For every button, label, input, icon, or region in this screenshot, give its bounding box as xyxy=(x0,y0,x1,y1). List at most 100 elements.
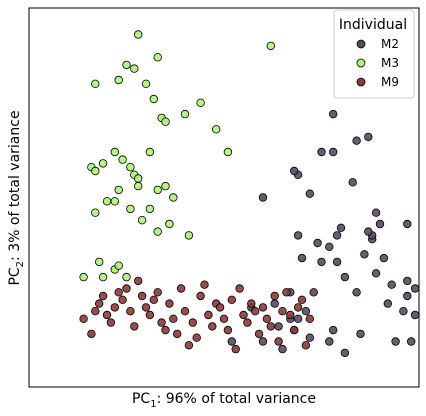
point-m2-29 xyxy=(352,136,361,145)
point-m2-39 xyxy=(391,337,400,346)
point-m9-47 xyxy=(266,322,275,331)
point-m3-20 xyxy=(145,147,155,157)
y-axis-label-main: PC xyxy=(7,267,23,285)
point-m2-26 xyxy=(360,250,369,259)
point-m3-16 xyxy=(110,147,119,157)
legend-marker-m9 xyxy=(356,77,366,87)
point-m9-27 xyxy=(188,318,197,327)
legend-label-m2: M2 xyxy=(381,37,399,51)
point-m9-23 xyxy=(172,329,182,339)
point-m3-36 xyxy=(122,272,131,282)
point-m9-37 xyxy=(227,295,236,304)
point-m2-43 xyxy=(410,284,420,293)
point-m3-24 xyxy=(126,204,135,214)
point-m3-15 xyxy=(91,166,100,176)
point-m9-45 xyxy=(258,303,268,312)
point-m9-28 xyxy=(192,333,201,342)
point-m2-49 xyxy=(325,242,334,251)
point-m2-50 xyxy=(364,227,373,236)
point-m3-8 xyxy=(161,117,170,126)
point-m9-51 xyxy=(282,288,291,297)
point-m2-24 xyxy=(340,348,350,358)
point-m9-21 xyxy=(165,299,174,308)
point-m2-34 xyxy=(371,269,381,278)
point-m9-42 xyxy=(247,299,256,308)
data-points xyxy=(79,30,420,358)
point-m2-18 xyxy=(317,147,326,157)
point-m2-51 xyxy=(329,325,338,335)
point-m3-40 xyxy=(266,41,275,51)
point-m3-21 xyxy=(153,185,162,195)
point-m3-43 xyxy=(133,181,143,191)
point-m3-39 xyxy=(184,231,194,240)
point-m2-22 xyxy=(340,272,350,282)
point-m2-4 xyxy=(258,337,268,346)
point-m3-28 xyxy=(114,185,123,195)
legend: Individual M2 M3 M9 xyxy=(333,9,415,99)
point-m3-9 xyxy=(180,109,190,119)
point-m9-53 xyxy=(290,325,299,335)
point-m9-9 xyxy=(118,295,127,304)
y-axis-label-rest: : 3% of total variance xyxy=(7,110,23,261)
point-m2-41 xyxy=(403,276,412,286)
point-m9-11 xyxy=(126,307,135,316)
point-m3-33 xyxy=(94,257,104,267)
point-m2-37 xyxy=(383,299,392,308)
point-m9-34 xyxy=(215,303,225,312)
point-m3-37 xyxy=(98,272,108,282)
point-m2-30 xyxy=(364,132,373,142)
point-m2-28 xyxy=(348,178,357,187)
point-m3-19 xyxy=(133,174,143,183)
point-m9-40 xyxy=(239,310,248,320)
point-m3-32 xyxy=(165,219,174,229)
point-m2-25 xyxy=(356,329,365,339)
point-m2-6 xyxy=(278,344,287,354)
x-axis-label-main: PC xyxy=(132,391,150,407)
point-m3-35 xyxy=(114,261,123,270)
point-m2-15 xyxy=(317,257,326,267)
series-m3 xyxy=(79,30,275,282)
point-m9-46 xyxy=(262,314,272,323)
point-m3-11 xyxy=(211,125,221,134)
point-m9-38 xyxy=(231,344,240,354)
legend-marker-m3 xyxy=(356,58,366,68)
point-m3-30 xyxy=(145,204,155,214)
point-m9-19 xyxy=(157,318,166,327)
point-m9-3 xyxy=(94,299,104,308)
point-m2-12 xyxy=(309,288,318,297)
point-m2-10 xyxy=(301,307,311,316)
point-m2-38 xyxy=(387,280,396,289)
point-m3-14 xyxy=(98,159,108,168)
point-m3-4 xyxy=(141,79,151,88)
point-m9-20 xyxy=(161,325,170,335)
point-m2-45 xyxy=(407,337,416,346)
point-m2-27 xyxy=(336,223,346,232)
point-m9-8 xyxy=(114,288,123,297)
point-m9-7 xyxy=(110,303,119,312)
point-m9-57 xyxy=(305,314,314,323)
point-m9-13 xyxy=(133,276,143,286)
point-m9-43 xyxy=(250,307,260,316)
point-m9-0 xyxy=(79,314,88,323)
point-m3-22 xyxy=(161,181,170,191)
y-axis-label: PC2: 3% of total variance xyxy=(7,110,26,285)
legend-title: Individual xyxy=(339,17,407,33)
point-m2-48 xyxy=(290,166,299,176)
point-m2-46 xyxy=(403,291,412,301)
point-m2-52 xyxy=(332,257,342,267)
point-m9-52 xyxy=(286,310,295,320)
point-m9-1 xyxy=(87,329,96,339)
legend-frame xyxy=(333,9,415,99)
x-axis-label-rest: : 96% of total variance xyxy=(157,391,316,407)
point-m9-16 xyxy=(145,310,155,320)
point-m9-2 xyxy=(91,307,100,316)
point-m2-53 xyxy=(325,337,334,346)
legend-label-m9: M9 xyxy=(381,75,399,89)
point-m9-22 xyxy=(169,314,178,323)
point-m2-40 xyxy=(399,307,408,316)
point-m3-31 xyxy=(153,227,162,236)
point-m9-50 xyxy=(278,307,287,316)
point-m3-2 xyxy=(122,60,131,70)
point-m3-12 xyxy=(223,147,233,157)
